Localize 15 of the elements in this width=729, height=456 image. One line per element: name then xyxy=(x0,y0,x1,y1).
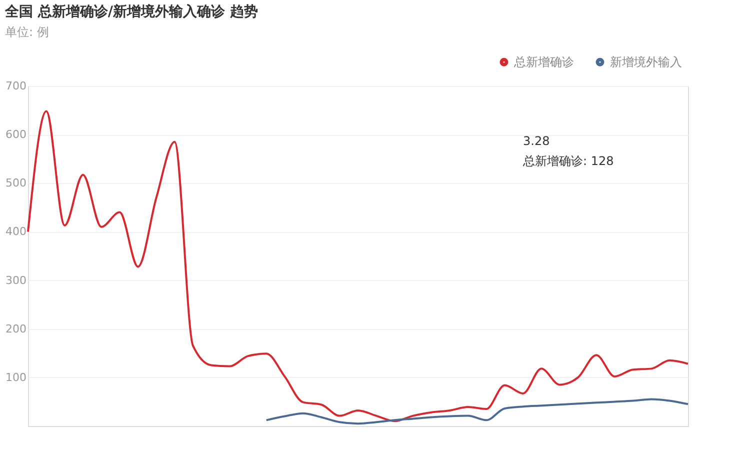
line-series xyxy=(27,110,689,422)
legend-label: 总新增确诊 xyxy=(513,55,574,70)
chart-subtitle: 单位: 例 xyxy=(5,25,49,39)
annotation: 3.28 xyxy=(523,134,550,148)
chart-title: 全国 总新增确诊/新增境外输入确诊 趋势 xyxy=(4,3,258,20)
y-tick-label: 100 xyxy=(6,370,26,384)
legend-label: 新增境外输入 xyxy=(610,55,682,70)
line-series xyxy=(265,398,689,425)
annotation: 总新增确诊: 128 xyxy=(522,154,614,168)
y-tick-label: 600 xyxy=(6,128,26,142)
y-tick-label: 300 xyxy=(6,274,26,287)
y-tick-label: 400 xyxy=(6,225,26,238)
y-tick-label: 700 xyxy=(6,80,26,92)
y-tick-label: 200 xyxy=(6,322,26,336)
y-tick-label: 500 xyxy=(6,176,26,190)
